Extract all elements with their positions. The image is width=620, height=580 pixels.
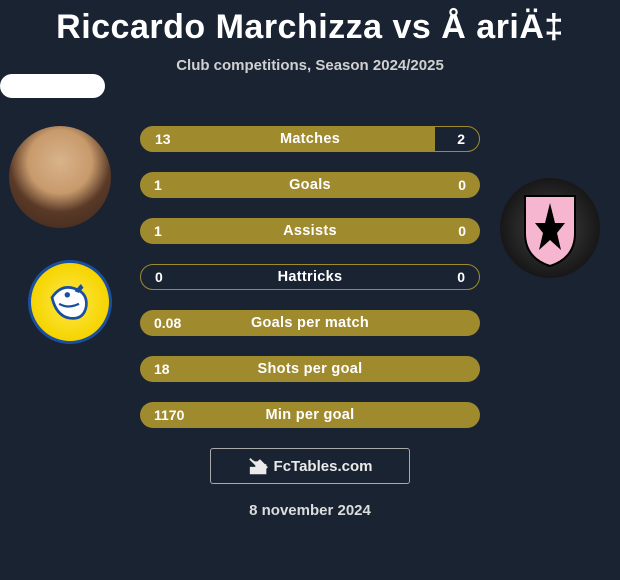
stat-right-value: 0 xyxy=(458,223,466,239)
frosinone-icon xyxy=(43,275,97,329)
stat-right-value: 0 xyxy=(458,177,466,193)
stat-label: Matches xyxy=(141,131,479,147)
palermo-icon xyxy=(515,188,585,268)
stat-right-value: 0 xyxy=(457,269,465,285)
club-right-logo xyxy=(500,178,600,278)
stat-label: Assists xyxy=(140,223,480,239)
brand-box[interactable]: FcTables.com xyxy=(210,448,410,484)
stats-bars: 13Matches21Goals01Assists00Hattricks00.0… xyxy=(140,126,480,448)
club-left-logo xyxy=(28,260,112,344)
date-text: 8 november 2024 xyxy=(0,502,620,519)
stat-row: 18Shots per goal xyxy=(140,356,480,382)
brand-text: FcTables.com xyxy=(274,458,373,475)
stat-row: 1Assists0 xyxy=(140,218,480,244)
face-placeholder xyxy=(9,126,111,228)
player-left-photo xyxy=(9,126,111,228)
stat-label: Min per goal xyxy=(140,407,480,423)
stat-row: 1170Min per goal xyxy=(140,402,480,428)
stat-row: 0Hattricks0 xyxy=(140,264,480,290)
stat-right-value: 2 xyxy=(457,131,465,147)
chart-icon xyxy=(248,455,270,477)
stat-row: 1Goals0 xyxy=(140,172,480,198)
stat-label: Shots per goal xyxy=(140,361,480,377)
stat-label: Goals per match xyxy=(140,315,480,331)
stat-row: 0.08Goals per match xyxy=(140,310,480,336)
stat-row: 13Matches2 xyxy=(140,126,480,152)
page-subtitle: Club competitions, Season 2024/2025 xyxy=(0,57,620,74)
stat-label: Hattricks xyxy=(141,269,479,285)
stat-label: Goals xyxy=(140,177,480,193)
player-right-photo xyxy=(0,74,105,98)
page-title: Riccardo Marchizza vs Å ariÄ‡ xyxy=(0,0,620,47)
